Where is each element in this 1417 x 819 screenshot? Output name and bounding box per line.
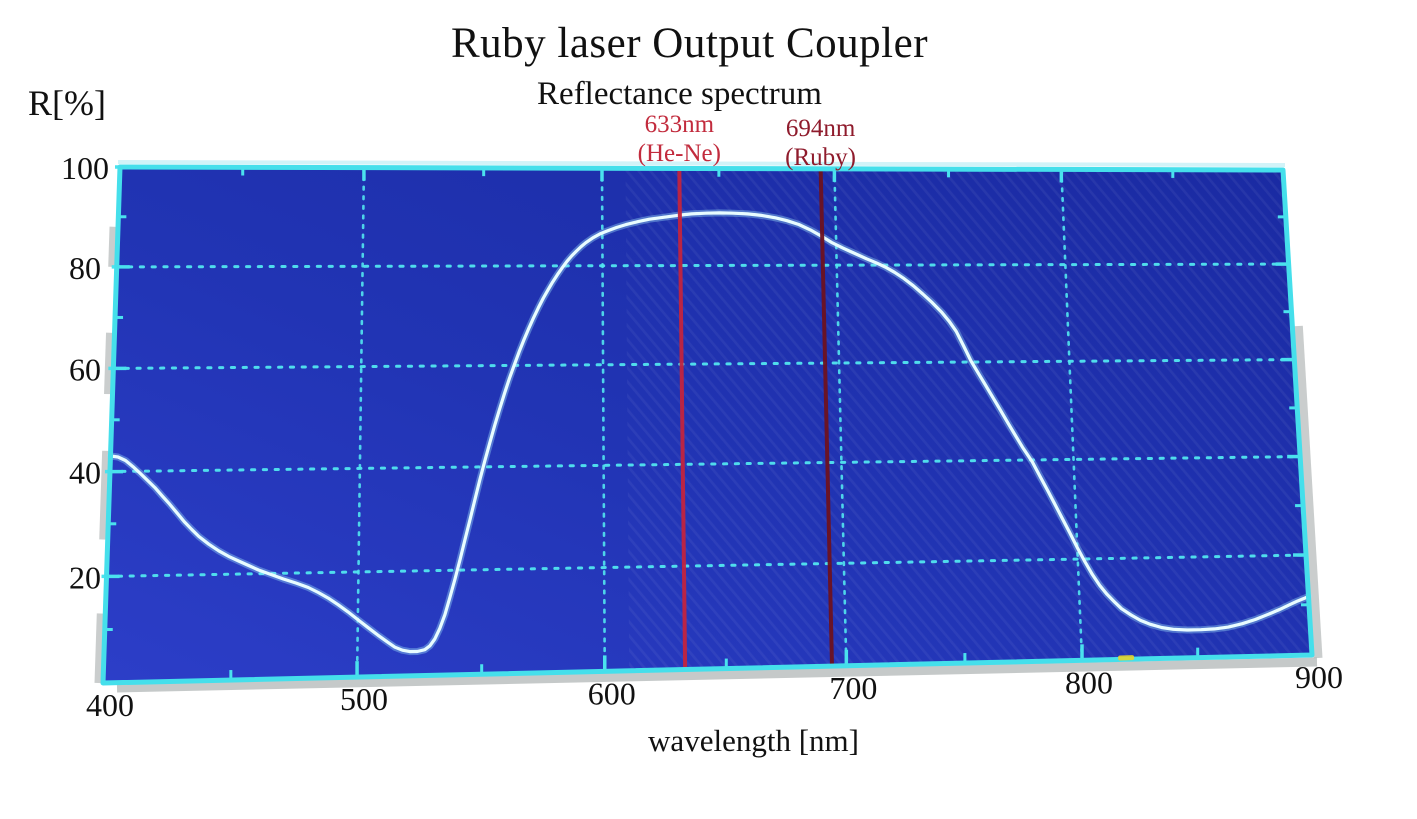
photo-shadow-left-3 (94, 613, 104, 684)
plot-frame (100, 164, 1315, 686)
annotation-694nm-line1: 694nm (785, 115, 856, 142)
y-tick-label-100: 100 (61, 150, 109, 186)
x-tick-label-900: 900 (1295, 659, 1343, 695)
x-tick-label-400: 400 (86, 687, 134, 723)
y-tick-label-60: 60 (69, 351, 101, 387)
annotation-694nm-ruby: 694nm (Ruby) (736, 114, 906, 172)
annotation-694nm-line2: (Ruby) (785, 144, 856, 171)
annotation-633nm-line2: (He-Ne) (637, 140, 721, 167)
chart-title: Ruby laser Output Coupler (450, 20, 929, 67)
x-tick-label-800: 800 (1065, 664, 1113, 700)
plot-frame-top-highlight (117, 160, 1286, 167)
annotation-633nm-line1: 633nm (644, 111, 715, 138)
v-gridline-600 (600, 166, 607, 673)
x-axis-title: wavelength [nm] (648, 723, 859, 758)
x-tick-label-600: 600 (588, 675, 636, 711)
x-tick-label-500: 500 (340, 681, 388, 717)
yellow-artifact-mark (1118, 655, 1135, 661)
photo-shadow-left-0 (108, 226, 117, 268)
chart-subtitle: Reflectance spectrum (537, 76, 822, 112)
reflectance-curve (108, 211, 1311, 654)
y-tick-label-40: 40 (69, 455, 101, 491)
photo-shadow-left-1 (104, 332, 114, 395)
v-gridline-500 (355, 166, 366, 679)
h-gridline-60 (111, 358, 1296, 370)
y-tick-label-20: 20 (69, 559, 101, 595)
h-gridline-40 (108, 455, 1302, 474)
v-gridline-700 (833, 167, 848, 668)
laser-line-633nm (677, 166, 688, 670)
screen-moire-texture (625, 168, 1312, 671)
photo-shadow-left-2 (99, 450, 110, 540)
photo-shadow-right (1293, 325, 1323, 659)
annotation-633nm-hene: 633nm (He-Ne) (594, 110, 764, 168)
y-axis-title: R[%] (28, 83, 106, 123)
laser-line-694nm (818, 166, 835, 667)
h-gridline-20 (105, 553, 1308, 578)
x-tick-label-700: 700 (829, 670, 877, 706)
y-tick-label-80: 80 (69, 250, 101, 286)
photo-shadow-bottom (116, 657, 1318, 693)
